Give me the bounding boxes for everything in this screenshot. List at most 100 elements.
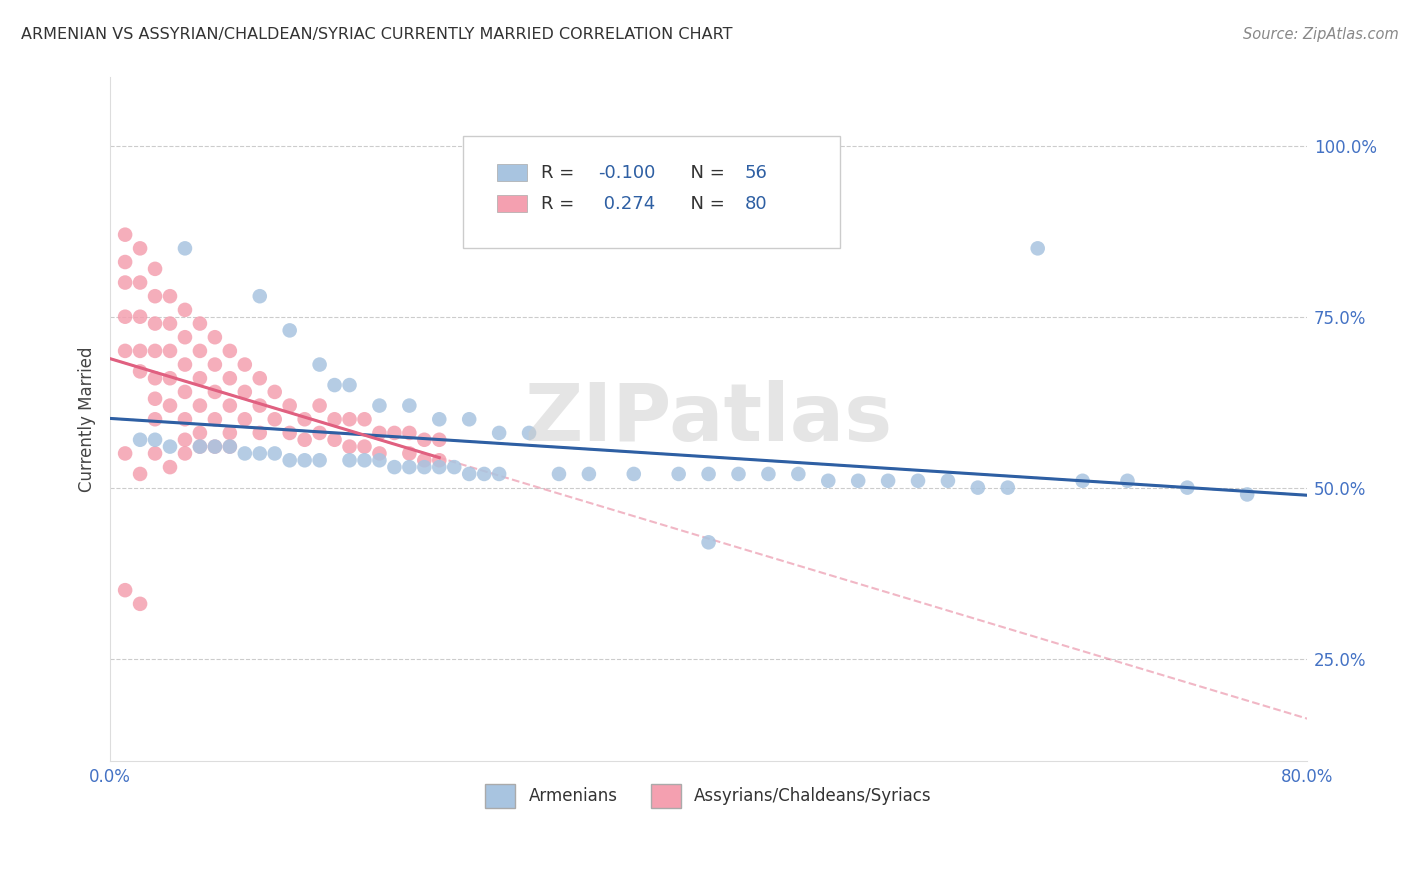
Point — [339, 440, 361, 454]
Point — [174, 302, 197, 317]
Point — [278, 399, 301, 413]
Point — [787, 467, 810, 481]
Point — [323, 433, 346, 447]
Point — [263, 446, 285, 460]
Point — [188, 399, 211, 413]
Point — [263, 384, 285, 399]
Point — [174, 446, 197, 460]
Point — [398, 446, 420, 460]
Point — [233, 358, 256, 372]
Point — [233, 446, 256, 460]
Point — [308, 399, 330, 413]
Point — [188, 343, 211, 358]
Point — [323, 412, 346, 426]
Point — [353, 412, 375, 426]
Point — [174, 412, 197, 426]
Point — [114, 446, 136, 460]
Point — [129, 467, 152, 481]
Point — [263, 412, 285, 426]
Point — [458, 412, 481, 426]
Point — [188, 371, 211, 385]
Point — [188, 440, 211, 454]
Point — [143, 289, 166, 303]
Point — [249, 446, 271, 460]
Point — [129, 364, 152, 378]
Point — [249, 289, 271, 303]
Point — [114, 255, 136, 269]
Point — [368, 399, 391, 413]
Point — [427, 412, 450, 426]
FancyBboxPatch shape — [496, 195, 527, 212]
Point — [997, 481, 1019, 495]
Point — [174, 330, 197, 344]
Point — [1175, 481, 1198, 495]
Point — [159, 289, 181, 303]
Point — [143, 343, 166, 358]
Text: ZIPatlas: ZIPatlas — [524, 380, 893, 458]
Point — [129, 343, 152, 358]
Point — [353, 453, 375, 467]
Point — [339, 412, 361, 426]
Point — [143, 371, 166, 385]
Point — [143, 412, 166, 426]
Legend: Armenians, Assyrians/Chaldeans/Syriacs: Armenians, Assyrians/Chaldeans/Syriacs — [478, 777, 939, 814]
Point — [218, 399, 240, 413]
Point — [1071, 474, 1094, 488]
Point — [249, 371, 271, 385]
Text: Source: ZipAtlas.com: Source: ZipAtlas.com — [1243, 27, 1399, 42]
Point — [458, 467, 481, 481]
Point — [488, 467, 510, 481]
Point — [278, 323, 301, 337]
Point — [204, 330, 226, 344]
Point — [488, 425, 510, 440]
Point — [877, 474, 900, 488]
Point — [353, 440, 375, 454]
Point — [143, 317, 166, 331]
Point — [668, 467, 690, 481]
Point — [129, 241, 152, 255]
Point — [323, 378, 346, 392]
Point — [188, 440, 211, 454]
Point — [174, 358, 197, 372]
Text: 80: 80 — [745, 195, 768, 213]
Point — [398, 425, 420, 440]
Point — [114, 583, 136, 598]
Point — [218, 343, 240, 358]
Point — [368, 453, 391, 467]
Y-axis label: Currently Married: Currently Married — [79, 346, 96, 492]
Point — [159, 440, 181, 454]
Point — [697, 467, 720, 481]
Point — [159, 399, 181, 413]
Point — [204, 412, 226, 426]
Point — [846, 474, 869, 488]
Point — [233, 384, 256, 399]
Text: N =: N = — [679, 195, 730, 213]
Point — [233, 412, 256, 426]
Point — [472, 467, 495, 481]
Point — [427, 433, 450, 447]
Point — [398, 399, 420, 413]
Point — [517, 425, 540, 440]
Point — [143, 261, 166, 276]
Point — [143, 392, 166, 406]
Text: R =: R = — [541, 195, 581, 213]
Point — [159, 317, 181, 331]
Point — [129, 310, 152, 324]
Point — [129, 276, 152, 290]
Point — [249, 399, 271, 413]
Point — [204, 384, 226, 399]
Point — [143, 446, 166, 460]
Point — [966, 481, 988, 495]
Point — [384, 460, 406, 475]
Point — [339, 378, 361, 392]
Point — [188, 425, 211, 440]
Point — [294, 433, 316, 447]
Point — [218, 440, 240, 454]
Point — [114, 276, 136, 290]
Point — [907, 474, 929, 488]
Point — [204, 358, 226, 372]
Point — [114, 310, 136, 324]
Point — [159, 343, 181, 358]
Point — [159, 371, 181, 385]
Point — [114, 343, 136, 358]
